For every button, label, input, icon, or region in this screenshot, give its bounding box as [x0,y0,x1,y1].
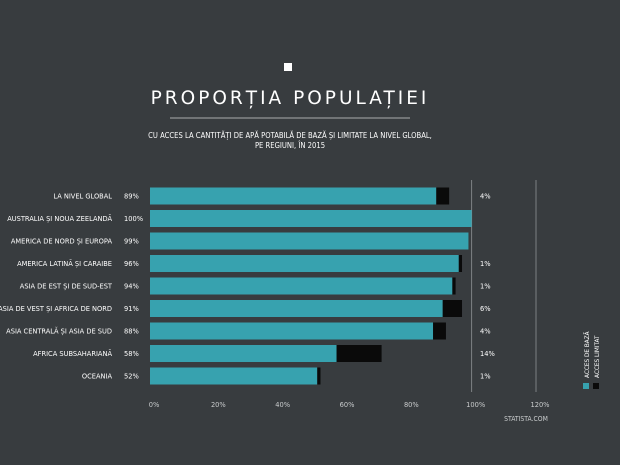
x-tick-0: 0% [149,400,160,409]
chart-subtitle-line1: CU ACCES LA CANTITĂȚI DE APĂ POTABILĂ DE… [148,131,432,141]
bar-basic-3 [150,255,459,272]
bar-limited-6 [433,322,446,340]
category-label-4: ASIA DE EST ȘI DE SUD-EST [20,282,113,291]
legend-swatch-limited [593,383,599,389]
x-tick-4: 80% [404,400,419,409]
legend: ACCES DE BAZĂ ACCES LIMITAT [582,331,601,389]
bar-limited-3 [458,255,463,272]
category-label-6: ASIA CENTRALĂ ȘI ASIA DE SUD [6,327,112,336]
title-square-icon [284,63,292,71]
bar-basic-4 [150,277,453,295]
basic-value-label-3: 96% [124,259,139,268]
category-label-5: ASIA DE VEST ȘI AFRICA DE NORD [0,304,112,313]
category-label-3: AMERICA LATINĂ ȘI CARAIBE [17,259,112,268]
bar-limited-8 [317,367,321,385]
limited-value-label-4: 1% [480,282,491,291]
legend-label-limited: ACCES LIMITAT [593,335,601,378]
bar-basic-5 [150,300,443,317]
x-tick-6: 120% [530,400,549,409]
basic-value-label-0: 89% [124,192,139,201]
category-label-2: AMERICA DE NORD ȘI EUROPA [11,237,113,246]
category-label-1: AUSTRALIA ȘI NOUA ZEELANDĂ [7,214,112,223]
legend-swatch-basic [583,383,589,389]
limited-value-label-8: 1% [480,372,491,381]
limited-value-label-3: 1% [480,259,491,268]
bar-basic-6 [150,322,434,340]
bar-limited-5 [442,300,463,317]
legend-label-basic: ACCES DE BAZĂ [582,331,591,378]
basic-value-label-1: 100% [124,214,143,223]
value-labels: 89% 4% 100% 99% 96% 1% 94% 1% 91% 6% 88% 4% 58% 14% 52… [124,192,495,381]
category-label-0: LA NIVEL GLOBAL [53,192,112,201]
chart-subtitle-line2: PE REGIUNI, ÎN 2015 [255,141,325,150]
basic-value-label-4: 94% [124,282,139,291]
bar-basic-2 [150,232,469,250]
category-label-8: OCEANIA [82,372,113,381]
basic-value-label-8: 52% [124,372,139,381]
x-axis-ticks: 0% 20% 40% 60% 80% 100% 120% [149,400,550,409]
bar-limited-0 [436,187,450,205]
chart-title: PROPORȚIA POPULAȚIEI [151,88,430,109]
x-tick-1: 20% [211,400,226,409]
bars-group [150,187,472,385]
bar-basic-0 [150,187,437,205]
limited-value-label-5: 6% [480,304,491,313]
x-tick-3: 60% [340,400,355,409]
category-label-7: AFRICA SUBSAHARIANĂ [33,349,112,358]
bar-limited-7 [336,345,382,362]
source-label: STATISTA.COM [504,415,548,423]
basic-value-label-7: 58% [124,349,139,358]
basic-value-label-6: 88% [124,327,139,336]
bar-limited-4 [452,277,456,295]
bar-basic-8 [150,367,318,385]
x-tick-5: 100% [466,400,485,409]
basic-value-label-2: 99% [124,237,139,246]
bar-basic-7 [150,345,337,362]
bar-basic-1 [150,210,472,227]
x-tick-2: 40% [275,400,290,409]
limited-value-label-0: 4% [480,192,491,201]
category-labels: LA NIVEL GLOBAL AUSTRALIA ȘI NOUA ZEELAND… [0,192,113,381]
limited-value-label-6: 4% [480,327,491,336]
basic-value-label-5: 91% [124,304,139,313]
limited-value-label-7: 14% [480,349,495,358]
